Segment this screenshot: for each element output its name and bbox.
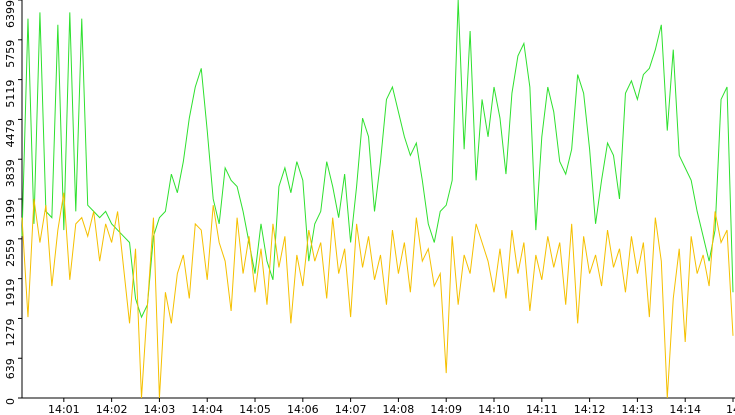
x-tick-label: 14:02 <box>96 403 128 415</box>
y-tick-label: 1919 <box>4 279 17 307</box>
x-tick-label: 14:04 <box>191 403 223 415</box>
x-tick-label: 14:14 <box>669 403 701 415</box>
x-tick-label: 14:05 <box>239 403 271 415</box>
y-tick-label: 1279 <box>4 318 17 346</box>
x-tick-label: 14:07 <box>335 403 367 415</box>
x-tick-label: 14:03 <box>144 403 176 415</box>
x-tick-label: 14 <box>726 403 735 415</box>
x-tick-label: 14:11 <box>526 403 558 415</box>
y-tick-label: 3839 <box>4 159 17 187</box>
x-tick-label: 14:13 <box>622 403 654 415</box>
x-tick-label: 14:10 <box>478 403 510 415</box>
y-tick-label: 639 <box>4 358 17 379</box>
x-tick-label: 14:08 <box>383 403 415 415</box>
x-tick-label: 14:06 <box>287 403 319 415</box>
series-line <box>21 0 734 319</box>
series-line <box>21 192 734 399</box>
y-tick-label: 3199 <box>4 199 17 227</box>
x-tick-label: 14:09 <box>430 403 462 415</box>
y-tick-label: 5119 <box>4 80 17 108</box>
x-tick-label: 14:01 <box>48 403 80 415</box>
y-tick-label: 2559 <box>4 239 17 267</box>
x-tick-label: 14:12 <box>574 403 606 415</box>
y-tick-label: 0 <box>4 398 17 405</box>
y-tick-label: 6399 <box>4 0 17 28</box>
y-tick-label: 4479 <box>4 119 17 147</box>
y-tick-label: 5759 <box>4 40 17 68</box>
